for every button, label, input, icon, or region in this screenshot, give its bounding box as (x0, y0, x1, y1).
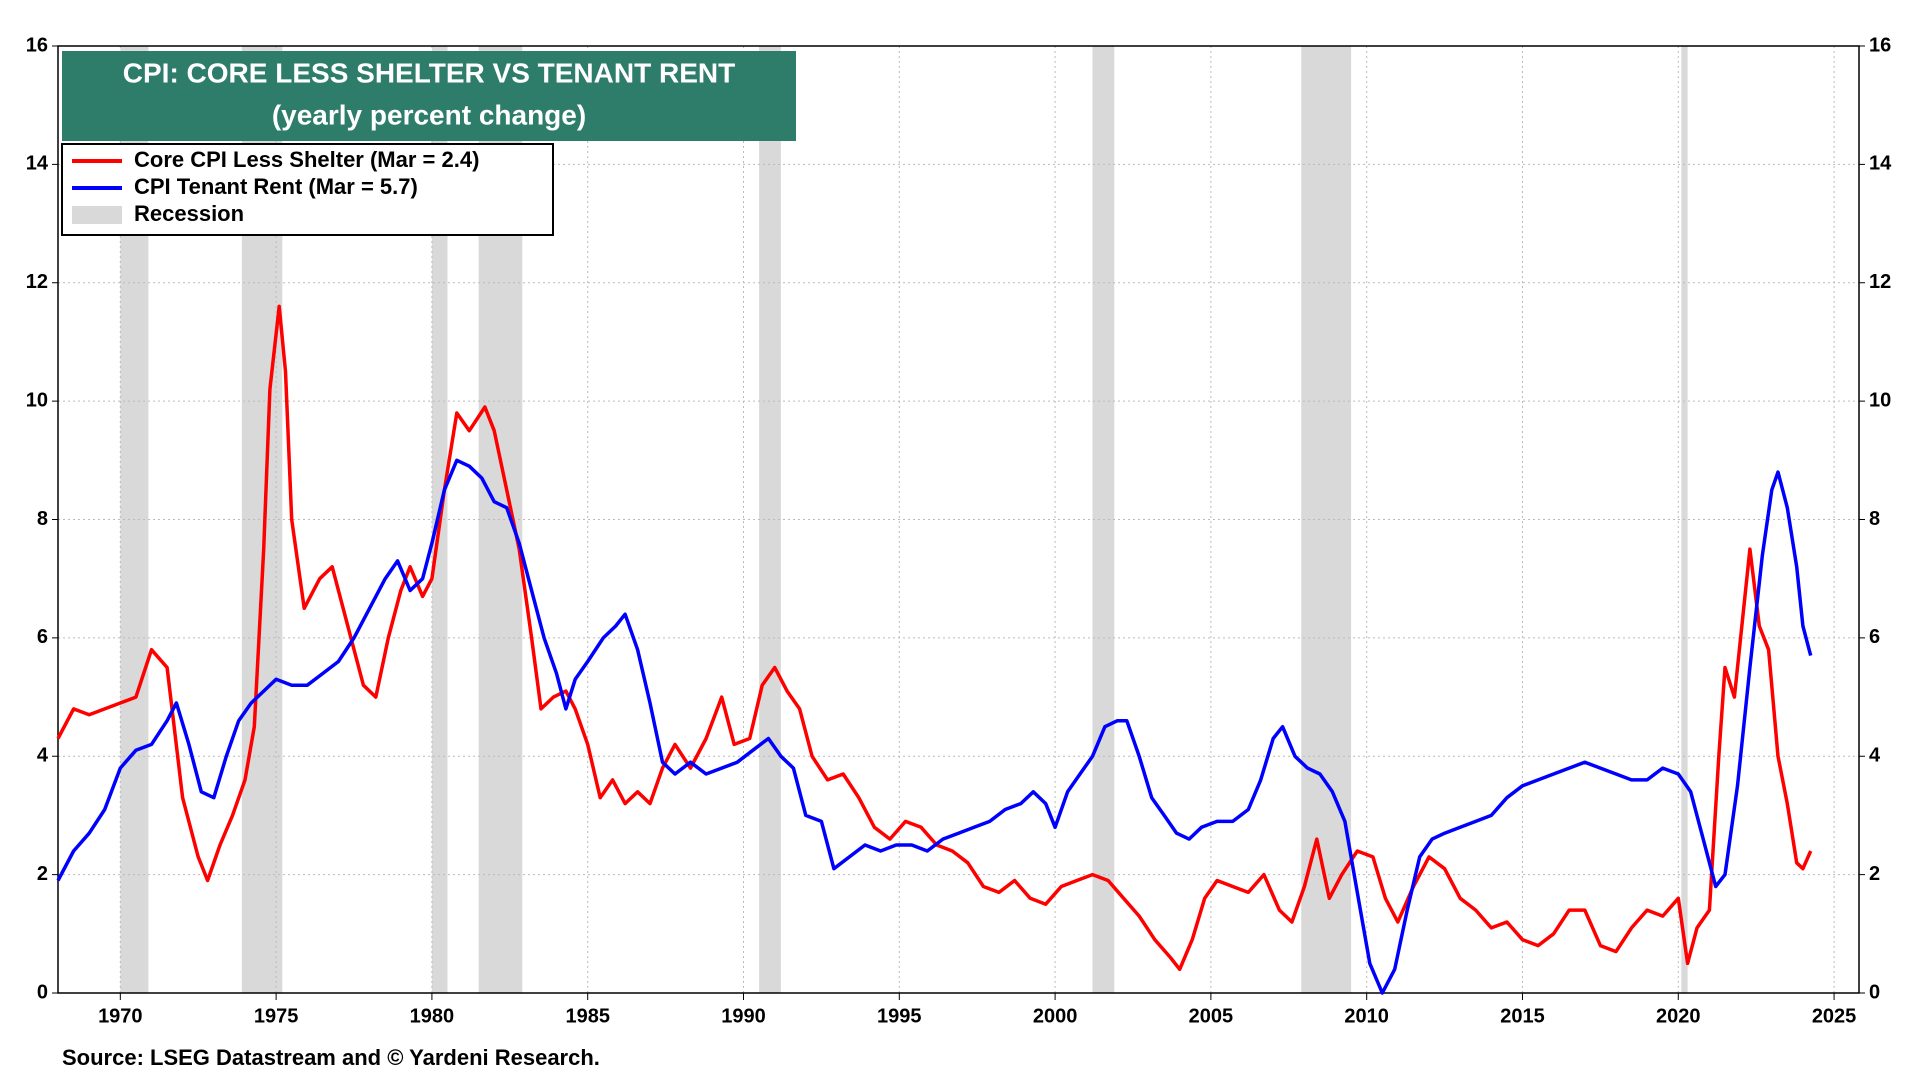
y-tick-label: 12 (26, 271, 48, 293)
legend-swatch (72, 206, 122, 224)
y2-tick-label: 2 (1869, 863, 1880, 885)
x-tick-label: 2005 (1189, 1005, 1234, 1027)
legend-label: CPI Tenant Rent (Mar = 5.7) (134, 174, 418, 199)
x-tick-label: 2015 (1500, 1005, 1545, 1027)
y2-tick-label: 16 (1869, 34, 1891, 56)
y-tick-label: 4 (37, 745, 49, 767)
y2-tick-label: 12 (1869, 271, 1891, 293)
x-tick-label: 1980 (410, 1005, 455, 1027)
x-tick-label: 2000 (1033, 1005, 1078, 1027)
y2-tick-label: 6 (1869, 626, 1880, 648)
y-tick-label: 8 (37, 508, 48, 530)
y2-tick-label: 0 (1869, 981, 1880, 1003)
y2-tick-label: 4 (1869, 745, 1881, 767)
chart-title: CPI: CORE LESS SHELTER VS TENANT RENT (123, 57, 735, 88)
chart-subtitle: (yearly percent change) (272, 99, 586, 130)
legend-label: Core CPI Less Shelter (Mar = 2.4) (134, 147, 479, 172)
y-tick-label: 2 (37, 863, 48, 885)
y2-tick-label: 8 (1869, 508, 1880, 530)
legend-label: Recession (134, 201, 244, 226)
x-tick-label: 2020 (1656, 1005, 1701, 1027)
series-line (56, 458, 1813, 995)
y2-tick-label: 10 (1869, 389, 1891, 411)
y2-tick-label: 14 (1869, 153, 1892, 175)
x-tick-label: 1995 (877, 1005, 922, 1027)
y-tick-label: 0 (37, 981, 48, 1003)
legend-box (61, 143, 554, 236)
plot-frame (57, 45, 1860, 994)
x-tick-label: 1990 (721, 1005, 766, 1027)
series-line (56, 304, 1813, 972)
x-tick-label: 2025 (1812, 1005, 1857, 1027)
y-tick-label: 6 (37, 626, 48, 648)
y-tick-label: 10 (26, 389, 48, 411)
title-box (62, 51, 796, 141)
x-tick-label: 1975 (254, 1005, 299, 1027)
x-tick-label: 1985 (565, 1005, 610, 1027)
x-tick-label: 2010 (1344, 1005, 1389, 1027)
x-tick-label: 1970 (98, 1005, 143, 1027)
source-note: Source: LSEG Datastream and © Yardeni Re… (62, 1045, 600, 1070)
y-tick-label: 16 (26, 34, 48, 56)
y-tick-label: 14 (26, 153, 49, 175)
